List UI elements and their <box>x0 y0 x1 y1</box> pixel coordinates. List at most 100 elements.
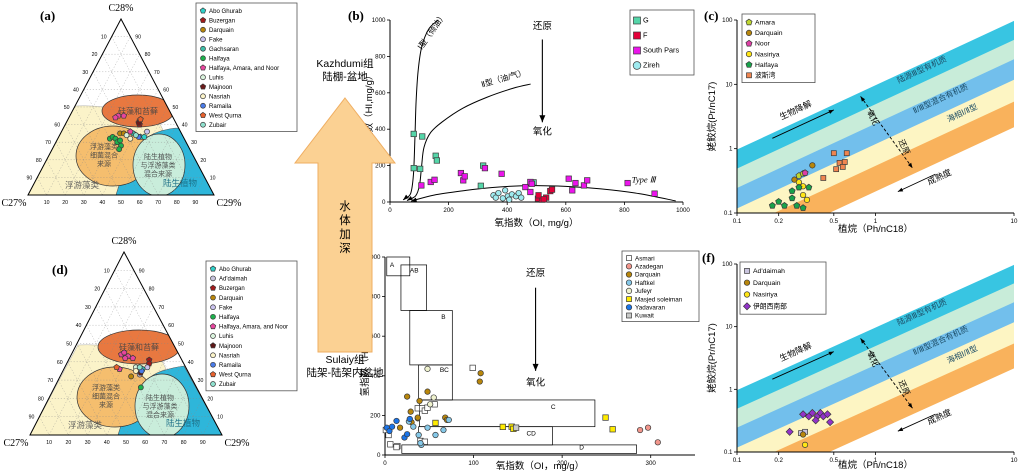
svg-text:Abo Ghurab: Abo Ghurab <box>209 8 242 15</box>
series-Kuwait <box>512 424 520 431</box>
svg-text:80: 80 <box>145 52 151 58</box>
regions <box>28 94 214 195</box>
series-波斯湾 <box>820 150 850 181</box>
svg-text:Darquain: Darquain <box>635 272 661 279</box>
legend: Amara Darquain Noor Nasiriya Halfaya 波斯湾 <box>741 13 816 83</box>
series-伊朗西南部 <box>785 408 835 436</box>
svg-text:Gachsaran: Gachsaran <box>209 46 239 53</box>
tick-labels: 10 10 10 20 20 20 30 30 30 40 40 40 50 50 50 60 60 60 70 70… <box>29 268 223 446</box>
svg-text:1: 1 <box>729 146 733 153</box>
svg-text:Ad'daimah: Ad'daimah <box>219 277 247 283</box>
svg-text:50: 50 <box>66 342 72 348</box>
svg-text:1: 1 <box>874 457 878 464</box>
svg-text:水: 水 <box>339 200 351 213</box>
svg-text:80: 80 <box>181 440 187 446</box>
svg-text:体: 体 <box>339 213 351 227</box>
svg-text:0.1: 0.1 <box>733 218 742 225</box>
svg-text:10: 10 <box>1011 218 1018 225</box>
svg-text:陆生植物: 陆生植物 <box>163 178 198 188</box>
svg-text:200: 200 <box>375 163 386 170</box>
svg-text:600: 600 <box>561 207 572 214</box>
svg-text:1000: 1000 <box>372 17 386 24</box>
svg-text:80: 80 <box>38 396 44 402</box>
svg-text:70: 70 <box>162 440 168 446</box>
svg-text:60: 60 <box>137 200 143 206</box>
svg-text:氧化: 氧化 <box>533 125 553 137</box>
svg-text:60: 60 <box>54 123 60 129</box>
svg-text:Ad'daimah: Ad'daimah <box>753 268 785 275</box>
svg-text:C28%: C28% <box>109 3 134 14</box>
svg-text:400: 400 <box>375 126 386 133</box>
svg-text:Nasiriya: Nasiriya <box>753 292 778 299</box>
svg-text:混合来源: 混合来源 <box>146 410 174 419</box>
svg-text:0: 0 <box>383 460 387 467</box>
svg-text:0.5: 0.5 <box>830 457 839 464</box>
svg-text:Ramaila: Ramaila <box>219 363 242 369</box>
svg-text:90: 90 <box>27 175 33 181</box>
svg-text:姥鲛烷(Pr/nC17): 姥鲛烷(Pr/nC17) <box>706 323 718 393</box>
svg-text:C28%: C28% <box>112 237 137 247</box>
svg-text:伊朗西南部: 伊朗西南部 <box>753 302 787 311</box>
legend: Asmari AzadeganDarquainHaftkelJufeyrMasje… <box>621 250 700 322</box>
svg-text:0.1: 0.1 <box>733 457 742 464</box>
svg-text:70: 70 <box>155 200 161 206</box>
sulaiy-line2: 陆架-陆架内盆地 <box>306 367 384 379</box>
svg-text:0.1: 0.1 <box>724 449 733 456</box>
legend: Abo Ghurab Ad'daimah Buzergan Darquain Fake H… <box>205 260 298 392</box>
svg-text:20: 20 <box>92 52 98 58</box>
svg-text:800: 800 <box>619 207 630 214</box>
svg-text:Darquain: Darquain <box>755 30 783 37</box>
svg-text:Darquain: Darquain <box>753 280 781 287</box>
series-Halfaya <box>106 134 124 153</box>
svg-text:植烷（Ph/nC18）: 植烷（Ph/nC18） <box>838 223 913 235</box>
svg-text:60: 60 <box>57 360 63 366</box>
kazhdumi-line2: 陆棚-盆地 <box>322 71 368 83</box>
svg-text:Zubair: Zubair <box>219 382 236 388</box>
svg-text:Zubair: Zubair <box>209 122 226 129</box>
svg-text:浮游藻类: 浮游藻类 <box>65 180 100 190</box>
svg-text:CD: CD <box>526 431 536 438</box>
svg-text:Majnoon: Majnoon <box>209 84 232 91</box>
svg-text:1: 1 <box>729 386 733 393</box>
legend: GF South Pars Zireh <box>629 9 695 76</box>
svg-text:200: 200 <box>557 460 568 467</box>
svg-text:成熟度: 成熟度 <box>926 167 954 187</box>
svg-text:Luhis: Luhis <box>219 334 233 340</box>
svg-text:深: 深 <box>339 241 351 255</box>
svg-text:Nasriah: Nasriah <box>219 353 240 359</box>
svg-text:硅藻和苔藓: 硅藻和苔藓 <box>118 106 158 116</box>
svg-text:40: 40 <box>182 123 188 129</box>
svg-text:Ramaila: Ramaila <box>209 103 232 110</box>
svg-text:600: 600 <box>370 333 381 340</box>
svg-text:10: 10 <box>726 324 733 331</box>
svg-text:90: 90 <box>193 200 199 206</box>
series-West Qurna <box>113 363 120 371</box>
svg-text:与浮游藻类: 与浮游藻类 <box>143 402 178 411</box>
svg-text:10: 10 <box>46 440 52 446</box>
svg-text:0.5: 0.5 <box>830 218 839 225</box>
svg-text:Halfaya: Halfaya <box>219 315 240 321</box>
svg-text:20: 20 <box>207 396 213 402</box>
ternary-chart-a: 10 10 10 20 20 20 30 30 30 40 40 40 50 50 50 60 60 60 70 70… <box>2 2 298 209</box>
svg-text:West Qurna: West Qurna <box>209 112 242 119</box>
svg-text:Majnoon: Majnoon <box>219 344 242 350</box>
svg-text:Halfaya: Halfaya <box>755 62 778 69</box>
svg-text:50: 50 <box>118 200 124 206</box>
svg-text:50: 50 <box>178 342 184 348</box>
svg-text:200: 200 <box>370 412 381 419</box>
svg-text:50: 50 <box>173 105 179 111</box>
svg-text:B: B <box>441 314 445 321</box>
apex-labels: C28% C27% C29% <box>4 236 250 449</box>
svg-text:0: 0 <box>377 452 381 459</box>
svg-text:600: 600 <box>375 90 386 97</box>
legend: Abo Ghurab Buzergan Darquain Fake Gachsaran H… <box>195 2 298 132</box>
series-Fake <box>144 364 151 371</box>
svg-text:300: 300 <box>646 460 657 467</box>
svg-text:10: 10 <box>1011 457 1018 464</box>
